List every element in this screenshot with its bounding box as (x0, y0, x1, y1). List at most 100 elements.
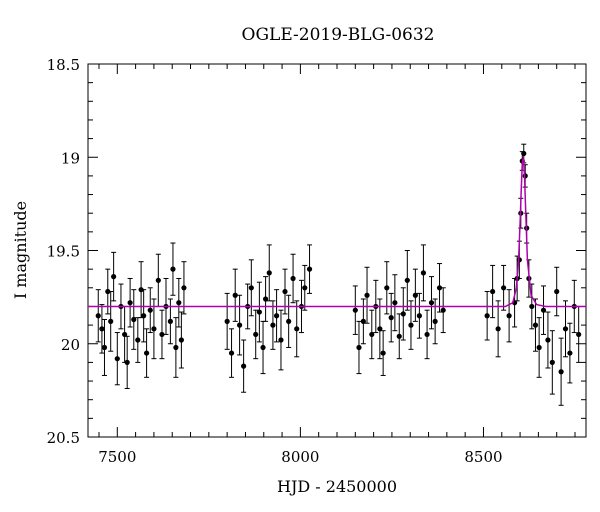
data-point (178, 337, 184, 343)
data-point (428, 300, 435, 306)
data-point (562, 326, 569, 332)
y-tick-label: 19 (61, 149, 80, 167)
data-point (404, 277, 410, 283)
data-point (554, 288, 560, 295)
y-axis-label: I magnitude (11, 201, 30, 299)
data-point (99, 326, 105, 332)
data-point (576, 331, 582, 338)
data-point (424, 331, 430, 338)
data-point (167, 318, 173, 324)
data-point (408, 322, 414, 328)
x-tick-label: 7500 (98, 448, 136, 466)
y-tick-label: 20 (61, 336, 80, 354)
data-point (266, 270, 272, 276)
data-point (236, 322, 243, 328)
y-tick-label: 19.5 (47, 243, 80, 261)
data-point (377, 326, 383, 332)
data-point (484, 313, 490, 319)
data-point (440, 307, 446, 313)
data-point (95, 313, 101, 319)
x-axis-label: HJD - 2450000 (277, 477, 397, 496)
data-point (141, 313, 147, 319)
data-point (540, 307, 547, 313)
data-point (567, 350, 573, 356)
tick-marks (88, 63, 586, 438)
data-point (420, 270, 427, 276)
data-point (248, 285, 254, 291)
data-point (173, 344, 179, 351)
data-point (108, 318, 114, 324)
data-point (151, 326, 157, 332)
plot-frame (87, 63, 587, 438)
y-tick-label: 20.5 (47, 429, 80, 447)
data-point (400, 311, 406, 317)
data-point (228, 350, 235, 356)
data-point (364, 292, 370, 298)
data-point (352, 307, 358, 313)
data-point (380, 350, 386, 356)
chart-title: OGLE-2019-BLG-0632 (242, 25, 435, 45)
data-point (436, 285, 443, 291)
data-point (262, 296, 269, 302)
data-point (294, 326, 300, 332)
data-point (138, 287, 144, 293)
data-point (302, 285, 308, 291)
data-point (170, 266, 176, 272)
x-tick-label: 8000 (281, 448, 319, 466)
data-point (490, 288, 496, 295)
data-point (224, 318, 230, 324)
data-point (396, 333, 402, 339)
data-point (181, 285, 187, 291)
data-point (501, 285, 507, 291)
x-tick-label: 8500 (464, 448, 502, 466)
data-point (506, 313, 512, 319)
data-point (356, 344, 362, 351)
model-curve (88, 157, 586, 308)
data-point (155, 277, 161, 283)
data-point (122, 331, 128, 338)
data-point (306, 266, 313, 272)
data-point (111, 274, 117, 280)
data-point (388, 315, 394, 321)
data-point (114, 356, 120, 362)
data-point (131, 316, 137, 323)
data-point (253, 331, 259, 338)
data-point (392, 300, 398, 306)
data-point (432, 318, 438, 324)
data-point (360, 318, 366, 324)
data-point (273, 313, 280, 319)
data-point (159, 331, 165, 338)
data-point (412, 292, 418, 298)
data-point (278, 337, 284, 343)
tick-labels: 7500 8000 8500 18.5 19 19.5 20 20.5 (47, 56, 503, 466)
data-point (101, 344, 108, 351)
data-point (536, 344, 542, 351)
data-point (105, 288, 111, 295)
data-point (290, 275, 296, 282)
data-point (135, 337, 141, 343)
data-point (232, 292, 238, 298)
data-point (529, 303, 535, 310)
data-point (241, 363, 247, 369)
data-point (256, 309, 262, 315)
data-point (176, 300, 182, 306)
data-point (282, 288, 288, 295)
data-point (286, 318, 292, 324)
data-point (124, 359, 130, 365)
y-tick-label: 18.5 (47, 56, 80, 74)
data-point (369, 331, 375, 338)
data-point (127, 300, 133, 306)
data-point (558, 369, 564, 375)
data-point (549, 359, 555, 365)
data-point (143, 350, 150, 356)
data-point (147, 307, 153, 313)
data-point (416, 313, 422, 319)
data-point (495, 326, 501, 332)
data-point (521, 150, 527, 157)
data-point (545, 337, 551, 343)
data-point (532, 322, 539, 328)
data-point (384, 285, 390, 291)
data-points (95, 143, 582, 406)
data-point (260, 344, 266, 351)
